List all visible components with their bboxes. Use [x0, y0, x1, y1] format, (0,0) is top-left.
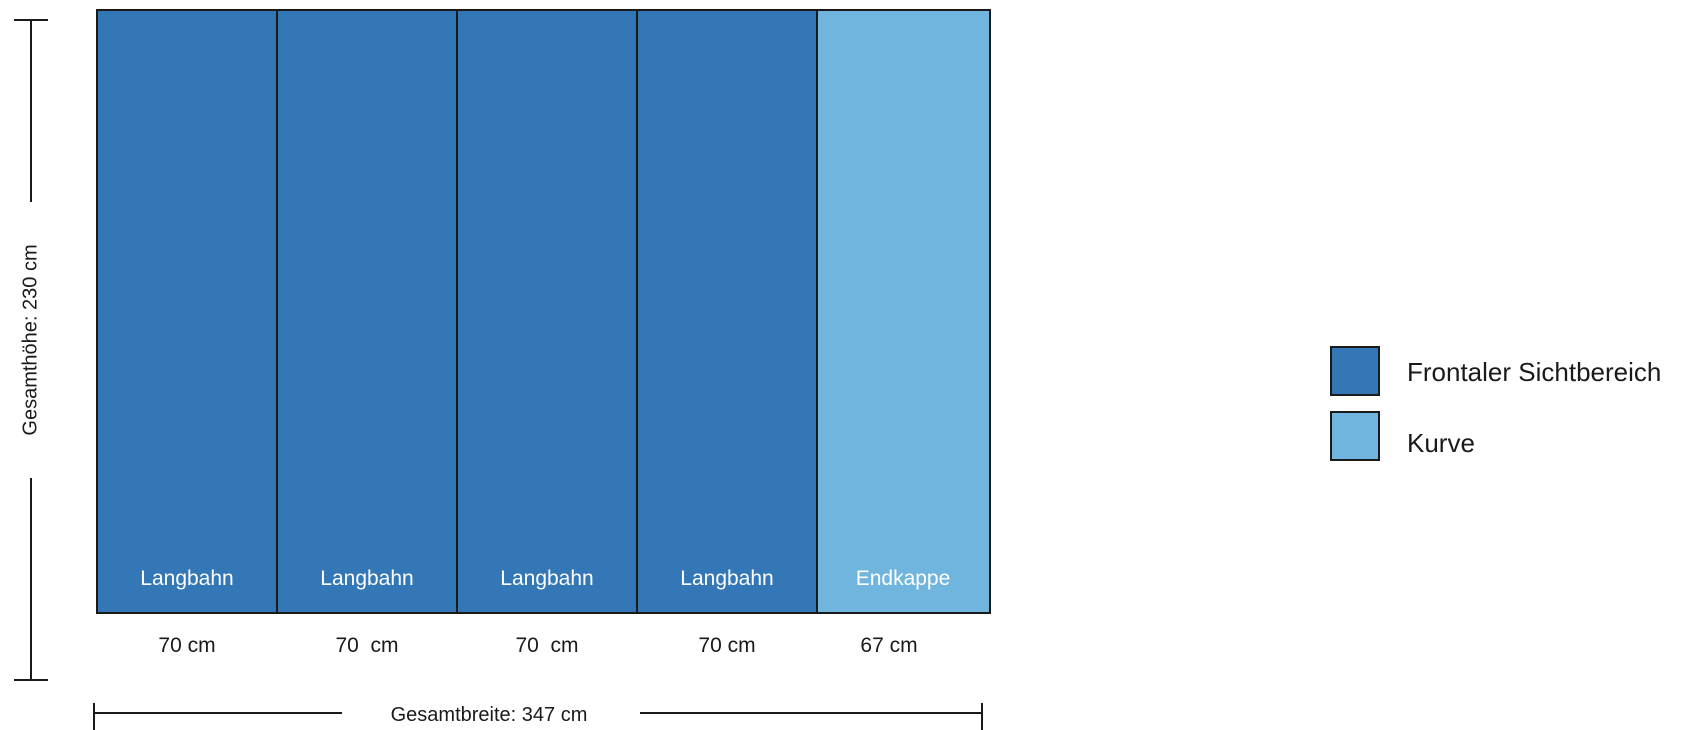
legend-swatch-kurve — [1330, 411, 1380, 461]
panel-3-fill — [456, 9, 638, 614]
panel-4-width: 70 cm — [698, 634, 755, 657]
panel-3-label: Langbahn — [500, 567, 593, 590]
panel-4-label: Langbahn — [680, 567, 773, 590]
legend-item-frontal: Frontaler Sichtbereich — [1330, 346, 1661, 396]
panel-5-fill — [816, 9, 991, 614]
height-dimension-label: Gesamthöhe: 230 cm — [19, 244, 41, 435]
legend-label-kurve: Kurve — [1407, 428, 1475, 458]
panel-2: Langbahn 70 cm — [276, 9, 458, 657]
legend-label-frontal: Frontaler Sichtbereich — [1407, 357, 1661, 387]
panel-3: Langbahn 70 cm — [456, 9, 638, 657]
width-dimension-label: Gesamtbreite: 347 cm — [391, 704, 588, 726]
panel-1: Langbahn 70 cm — [96, 9, 278, 657]
panel-5-label: Endkappe — [856, 567, 951, 590]
legend-item-kurve: Kurve — [1330, 411, 1475, 461]
panel-4-fill — [636, 9, 818, 614]
wallpaper-panels: Langbahn 70 cm Langbahn 70 cm Langbahn 7… — [96, 9, 991, 657]
panel-1-width: 70 cm — [158, 634, 215, 657]
panel-2-label: Langbahn — [320, 567, 413, 590]
panel-3-width: 70 cm — [515, 634, 578, 657]
panel-1-fill — [96, 9, 278, 614]
panel-4: Langbahn 70 cm — [636, 9, 818, 657]
panel-1-label: Langbahn — [140, 567, 233, 590]
height-dimension: Gesamthöhe: 230 cm — [14, 19, 48, 681]
width-dimension: Gesamtbreite: 347 cm — [93, 703, 983, 730]
panel-2-fill — [276, 9, 458, 614]
panel-2-width: 70 cm — [335, 634, 398, 657]
legend-swatch-frontal — [1330, 346, 1380, 396]
panel-5-width: 67 cm — [860, 634, 917, 657]
panel-5: Endkappe 67 cm — [816, 9, 991, 657]
legend: Frontaler Sichtbereich Kurve — [1330, 346, 1661, 461]
